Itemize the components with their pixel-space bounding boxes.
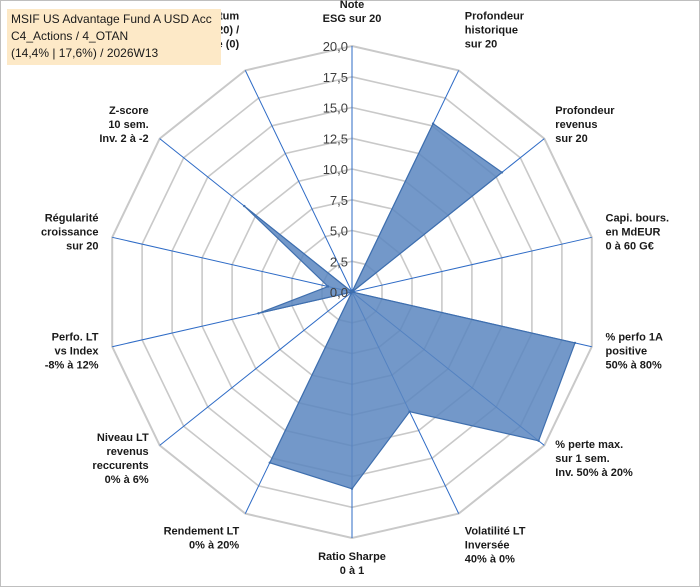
category-label-line: revenus — [106, 446, 148, 458]
fund-category: C4_Actions / 4_OTAN — [11, 29, 129, 43]
tick-label: 0,0 — [330, 285, 348, 300]
category-label-line: reccurents — [92, 460, 148, 472]
category-label: Capi. bours. en MdEUR 0 à 60 G€ — [606, 212, 670, 252]
category-label-line: vs Index — [54, 346, 99, 358]
category-label-line: Niveau LT — [97, 432, 149, 444]
tick-labels: 0,0 2,5 5,0 7,5 10,0 12,5 15,0 17,5 20,0 — [323, 39, 348, 300]
data-point — [350, 487, 354, 490]
category-label: Régularité croissance sur 20 — [41, 212, 98, 252]
axis-spoke — [112, 236, 353, 293]
data-point — [500, 171, 504, 174]
tick-label: 17,5 — [323, 70, 348, 85]
category-label-line: sur 20 — [465, 39, 497, 51]
fund-stats: (14,4% | 17,6%) / 2026W13 — [11, 46, 159, 60]
tick-label: 12,5 — [323, 131, 348, 146]
category-label: Ratio Sharpe 0 à 1 — [318, 551, 386, 577]
category-label: Z-score 10 sem. Inv. 2 à -2 — [99, 105, 148, 145]
data-point — [257, 312, 260, 315]
category-label-line: Z-score — [109, 105, 149, 117]
data-point — [431, 122, 435, 125]
series-layer — [243, 122, 577, 490]
category-label-line: sur 20 — [555, 133, 587, 145]
category-label: % perfo 1A positive 50% à 80% — [606, 332, 664, 372]
category-label-line: Profondeur — [465, 11, 525, 23]
category-label-line: % perfo 1A — [606, 332, 664, 344]
category-label: Perfo. LT vs Index -8% à 12% — [45, 332, 100, 372]
axis-spoke — [244, 70, 353, 293]
data-point — [243, 204, 246, 208]
category-label-line: ESG sur 20 — [323, 13, 382, 25]
category-label: Rendement LT 0% à 20% — [164, 525, 240, 551]
category-label-line: sur 1 sem. — [555, 453, 609, 465]
category-label-line: Volatilité LT — [465, 525, 526, 537]
data-point — [268, 461, 271, 464]
category-label-line: historique — [465, 25, 518, 37]
category-label-line: -8% à 12% — [45, 360, 99, 372]
category-label-line: Inv. 2 à -2 — [99, 133, 148, 145]
data-point — [573, 341, 577, 345]
category-label: Profondeur revenus sur 20 — [555, 105, 615, 145]
category-label-line: Inversée — [465, 539, 510, 551]
category-label-line: sur 20 — [66, 240, 98, 252]
category-label-line: Profondeur — [555, 105, 615, 117]
chart-title-box: MSIF US Advantage Fund A USD Acc C4_Acti… — [7, 9, 221, 65]
category-label: Note ESG sur 20 — [323, 0, 382, 25]
category-label-line: Régularité — [45, 212, 99, 224]
category-label-line: positive — [606, 346, 648, 358]
category-label-line: Note — [340, 0, 364, 11]
tick-label: 7,5 — [330, 193, 348, 208]
category-labels: Note ESG sur 20 Profondeur historique sur 20… — [41, 0, 669, 577]
data-point — [350, 290, 354, 294]
category-label: Profondeur historique sur 20 — [465, 11, 525, 51]
tick-label: 2,5 — [330, 254, 348, 269]
category-label-line: 0% à 20% — [189, 539, 239, 551]
category-label-line: Ratio Sharpe — [318, 551, 386, 563]
category-label-line: 10 sem. — [108, 119, 148, 131]
axis-spoke — [159, 291, 353, 446]
category-label-line: croissance — [41, 226, 98, 238]
category-label-line: Inv. 50% à 20% — [555, 467, 633, 479]
category-label: Niveau LT revenus reccurents 0% à 6% — [92, 432, 149, 486]
series-area — [243, 122, 576, 490]
category-label-line: 0% à 6% — [105, 474, 149, 486]
fund-name: MSIF US Advantage Fund A USD Acc — [11, 12, 212, 26]
category-label-line: Perfo. LT — [52, 332, 99, 344]
category-label-line: Rendement LT — [164, 525, 240, 537]
tick-label: 20,0 — [323, 39, 348, 54]
category-label-line: 50% à 80% — [606, 360, 662, 372]
category-label-line: % perte max. — [555, 439, 623, 451]
category-label-line: en MdEUR — [606, 226, 661, 238]
tick-label: 5,0 — [330, 224, 348, 239]
category-label: Volatilité LT Inversée 40% à 0% — [465, 525, 526, 565]
tick-label: 10,0 — [323, 162, 348, 177]
data-point — [537, 439, 540, 442]
category-label-line: 0 à 60 G€ — [606, 240, 654, 252]
axis-spoke — [351, 236, 592, 293]
category-label-line: 40% à 0% — [465, 553, 515, 565]
category-label: % perte max. sur 1 sem. Inv. 50% à 20% — [555, 439, 633, 479]
data-point — [408, 410, 411, 413]
category-label-line: Capi. bours. — [606, 212, 670, 224]
category-label-line: revenus — [555, 119, 597, 131]
tick-label: 15,0 — [323, 101, 348, 116]
category-label-line: 0 à 1 — [340, 565, 364, 577]
data-point — [326, 285, 330, 288]
